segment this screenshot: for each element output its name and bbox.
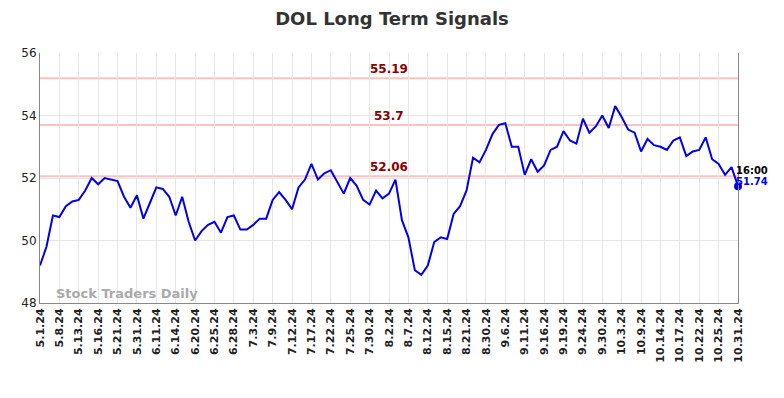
svg-text:7.17.24: 7.17.24 [305,308,318,355]
svg-text:7.22.24: 7.22.24 [324,308,337,355]
svg-text:9.19.24: 9.19.24 [557,308,570,355]
svg-text:5.8.24: 5.8.24 [53,308,66,347]
svg-text:DOL Long Term Signals: DOL Long Term Signals [275,8,509,29]
svg-text:10.25.24: 10.25.24 [712,308,725,363]
svg-text:6.25.24: 6.25.24 [208,308,221,355]
svg-text:6.14.24: 6.14.24 [169,308,182,355]
svg-text:16:00: 16:00 [736,165,768,176]
svg-text:7.30.24: 7.30.24 [363,308,376,355]
svg-text:9.11.24: 9.11.24 [518,308,531,355]
svg-text:50: 50 [21,234,36,248]
svg-text:Stock Traders Daily: Stock Traders Daily [56,286,198,301]
svg-text:55.19: 55.19 [370,62,408,76]
svg-text:10.14.24: 10.14.24 [654,308,667,363]
svg-text:54: 54 [21,109,36,123]
svg-text:7.3.24: 7.3.24 [247,308,260,347]
svg-text:7.12.24: 7.12.24 [286,308,299,355]
svg-text:48: 48 [21,296,36,310]
svg-text:51.74: 51.74 [736,176,768,187]
svg-text:9.30.24: 9.30.24 [596,308,609,355]
svg-text:5.31.24: 5.31.24 [131,308,144,355]
svg-text:6.11.24: 6.11.24 [150,308,163,355]
svg-text:7.9.24: 7.9.24 [266,308,279,347]
svg-text:52: 52 [21,171,36,185]
svg-text:9.24.24: 9.24.24 [576,308,589,355]
svg-text:10.22.24: 10.22.24 [693,308,706,363]
svg-text:10.17.24: 10.17.24 [673,308,686,363]
svg-text:8.2.24: 8.2.24 [383,308,396,347]
svg-text:5.13.24: 5.13.24 [72,308,85,355]
svg-text:5.21.24: 5.21.24 [111,308,124,355]
svg-text:10.3.24: 10.3.24 [615,308,628,355]
svg-text:9.6.24: 9.6.24 [499,308,512,347]
svg-text:8.7.24: 8.7.24 [402,308,415,347]
svg-text:56: 56 [21,46,36,60]
svg-text:53.7: 53.7 [374,109,404,123]
svg-text:8.12.24: 8.12.24 [421,308,434,355]
svg-text:8.15.24: 8.15.24 [441,308,454,355]
svg-text:5.1.24: 5.1.24 [34,308,47,347]
svg-text:6.20.24: 6.20.24 [189,308,202,355]
svg-text:10.31.24: 10.31.24 [732,308,745,363]
svg-text:9.16.24: 9.16.24 [538,308,551,355]
svg-text:7.25.24: 7.25.24 [344,308,357,355]
svg-text:52.06: 52.06 [370,160,408,174]
svg-text:8.21.24: 8.21.24 [460,308,473,355]
svg-text:6.28.24: 6.28.24 [227,308,240,355]
svg-text:10.9.24: 10.9.24 [635,308,648,355]
svg-text:8.30.24: 8.30.24 [480,308,493,355]
svg-text:5.16.24: 5.16.24 [92,308,105,355]
